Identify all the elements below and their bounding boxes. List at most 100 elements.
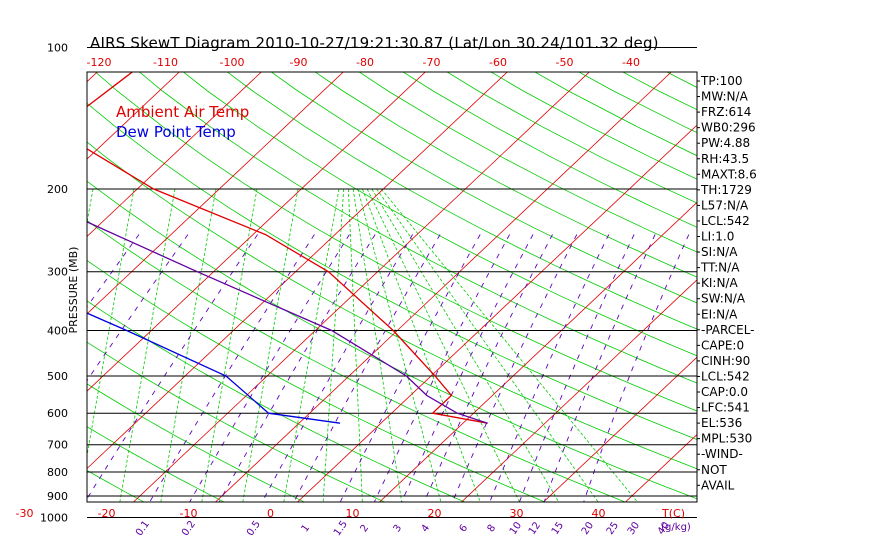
profile-series-line (87, 221, 488, 424)
mixing-ratio-tick-label: 20 (580, 520, 596, 537)
index-label: LI:1.0 (701, 230, 734, 244)
index-label: -WIND- (701, 447, 743, 461)
mixing-ratio-tick-label: 0.5 (245, 519, 263, 538)
dry-adiabat-line (182, 72, 697, 357)
mixing-ratio-line (218, 234, 376, 502)
index-label: AVAIL (701, 478, 735, 492)
mixing-ratio-line (373, 234, 510, 502)
isotherm-line (87, 72, 426, 392)
temperature-tick-label: 30 (510, 507, 524, 520)
index-label: CINH:90 (701, 354, 750, 368)
mixing-ratio-tick-label: 25 (605, 520, 621, 537)
isotherm-line (132, 72, 590, 502)
profile-series-line (87, 312, 341, 424)
mixing-ratio-tick-label: 4 (420, 523, 433, 535)
plot-frame (86, 71, 698, 503)
isotherm-line (378, 201, 697, 502)
mixing-ratio-tick-label: 2 (359, 523, 372, 535)
mixing-ratio-line (518, 234, 635, 502)
isotherm-line (87, 72, 98, 83)
mixing-ratio-line (489, 234, 610, 502)
pressure-tick-label: 200 (47, 183, 68, 196)
dry-adiabat-line (662, 48, 870, 528)
mixing-ratio-line (87, 234, 258, 500)
dry-adiabat-line (0, 48, 26, 528)
legend-dew-point-temp: Dew Point Temp (116, 123, 236, 141)
mixing-ratio-line (87, 234, 189, 382)
dry-adiabat-line (87, 341, 386, 502)
top-temperature-tick-label: -110 (153, 56, 178, 69)
dry-adiabat-line (358, 72, 697, 253)
temperature-tick-label: 10 (346, 507, 360, 520)
isotherm-line (214, 72, 672, 502)
dry-adiabat-line (94, 72, 697, 412)
pressure-tick-label: 800 (47, 466, 68, 479)
mixing-ratio-tick-label: 3 (392, 523, 405, 535)
legend-ambient-air-temp: Ambient Air Temp (116, 103, 249, 121)
index-label: MW:N/A (701, 90, 749, 104)
mixing-ratio-line (293, 234, 441, 502)
index-label: TT:N/A (700, 261, 740, 275)
index-label: -PARCEL- (701, 323, 755, 337)
mixing-ratio-line (149, 234, 315, 502)
index-label: MPL:530 (701, 432, 752, 446)
temperature-tick-label: -30 (16, 507, 34, 520)
pressure-tick-label: 400 (47, 324, 68, 337)
temperature-tick-label: 0 (267, 507, 274, 520)
index-label: MAXT:8.6 (701, 167, 757, 181)
moist-adiabat-line (362, 188, 481, 502)
moist-adiabat-line (376, 188, 599, 502)
index-label: EI:N/A (701, 307, 738, 321)
dry-adiabat-line (747, 48, 870, 528)
dry-adiabat-line (665, 72, 697, 88)
index-label: LFC:541 (701, 401, 750, 415)
mixing-ratio-tick-label: 0.2 (180, 519, 198, 538)
dry-adiabat-line (831, 48, 870, 528)
mixing-ratio-tick-label: 1.5 (332, 519, 350, 538)
moist-adiabat-line (201, 188, 258, 502)
mixing-ratio-unit-label: (g/kg) (661, 522, 691, 533)
dry-adiabat-line (534, 72, 697, 157)
moist-adiabat-line (87, 188, 135, 458)
top-temperature-tick-label: -100 (220, 56, 245, 69)
index-label: SI:N/A (701, 245, 738, 259)
moist-adiabat-line (352, 188, 403, 502)
index-label: EL:536 (701, 416, 742, 430)
top-temperature-tick-label: -120 (87, 56, 112, 69)
moist-adiabat-line (348, 188, 363, 502)
isobar-lines (87, 47, 697, 518)
temperature-tick-label: -20 (98, 507, 116, 520)
mixing-ratio-tick-label: 15 (550, 520, 566, 537)
top-temperature-tick-label: -60 (489, 56, 507, 69)
dry-adiabat-line (446, 72, 697, 204)
index-label: WB0:296 (701, 121, 756, 135)
mixing-ratio-line (261, 234, 413, 502)
mixing-ratio-tick-label: 1 (300, 523, 313, 535)
index-label: LCL:542 (701, 369, 750, 383)
mixing-ratio-tick-label: 8 (486, 523, 499, 535)
profile-lines (87, 72, 488, 424)
dry-adiabat-line (87, 259, 547, 502)
dry-adiabat-line (87, 141, 697, 470)
dry-adiabat-line (87, 102, 697, 441)
mixing-ratio-line (543, 234, 656, 502)
top-temperature-tick-label: -70 (423, 56, 441, 69)
dry-adiabat-line (402, 72, 697, 228)
index-label: FRZ:614 (701, 105, 751, 119)
moist-adiabat-line (371, 188, 560, 502)
isotherm-line (624, 433, 697, 502)
moist-adiabat-line (160, 188, 217, 502)
index-label: SW:N/A (701, 292, 746, 306)
isotherm-line (763, 48, 870, 528)
pressure-tick-label: 500 (47, 370, 68, 383)
mixing-ratio-line (189, 234, 350, 502)
pressure-tick-label: 1000 (40, 512, 68, 525)
pressure-tick-label: 300 (47, 266, 68, 279)
top-temperature-tick-label: -80 (356, 56, 374, 69)
pressure-tick-label: 100 (47, 42, 68, 55)
moist-adiabat-line (357, 188, 442, 502)
index-label: L57:N/A (701, 198, 749, 212)
mixing-ratio-line (423, 234, 553, 502)
y-axis-label: PRESSURE (MB) (67, 247, 80, 334)
